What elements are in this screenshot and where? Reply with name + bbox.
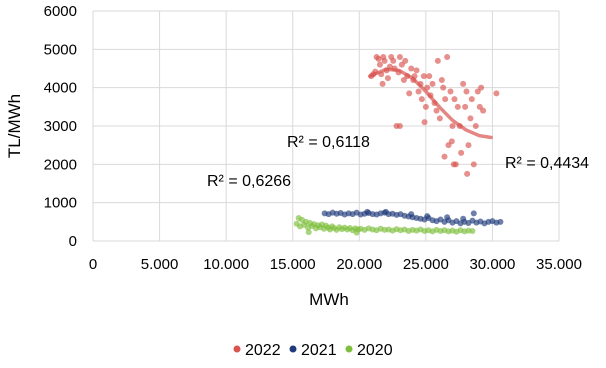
point-2022 xyxy=(376,61,383,68)
x-tick-label: 5.000 xyxy=(141,256,179,273)
point-2022 xyxy=(420,73,427,80)
y-tick-label: 6000 xyxy=(44,3,77,20)
point-2022 xyxy=(470,161,477,168)
point-2022 xyxy=(384,75,391,82)
point-2021 xyxy=(470,210,477,217)
r2-label-2022: R² = 0,4434 xyxy=(505,155,589,172)
point-2022 xyxy=(390,57,397,64)
point-2022 xyxy=(472,123,479,129)
data-points xyxy=(293,54,504,236)
x-axis-ticks: 0 5.000 10.000 15.000 20.000 25.000 30.000 35.0… xyxy=(89,256,582,273)
point-2022 xyxy=(434,57,441,64)
point-2022 xyxy=(463,88,470,95)
point-2021 xyxy=(382,208,389,215)
point-2022 xyxy=(458,149,465,156)
point-2022 xyxy=(396,54,403,60)
point-2022 xyxy=(451,96,458,103)
point-2022 xyxy=(444,54,451,60)
y-tick-label: 2000 xyxy=(44,156,77,173)
y-axis-ticks: 0 1000 2000 3000 4000 5000 6000 xyxy=(44,3,77,250)
x-tick-label: 25.000 xyxy=(403,256,449,273)
point-2022 xyxy=(460,80,467,87)
point-2020 xyxy=(469,228,476,235)
point-2022 xyxy=(454,103,461,110)
point-2022 xyxy=(418,96,425,103)
point-2022 xyxy=(440,84,447,91)
point-2022 xyxy=(402,57,409,64)
point-2022 xyxy=(467,115,474,122)
point-2022 xyxy=(448,138,455,145)
point-2022 xyxy=(381,57,388,64)
point-2022 xyxy=(465,142,472,149)
legend-marker-2022 xyxy=(233,345,241,353)
point-2022 xyxy=(442,96,449,103)
legend-marker-2021 xyxy=(289,345,297,353)
y-tick-label: 3000 xyxy=(44,118,77,135)
point-2022 xyxy=(406,90,413,97)
point-2022 xyxy=(478,84,485,91)
y-tick-label: 4000 xyxy=(44,80,77,97)
point-2022 xyxy=(438,77,445,83)
point-2020 xyxy=(305,229,312,236)
x-tick-label: 30.000 xyxy=(469,256,515,273)
point-2021 xyxy=(424,213,431,220)
point-2020 xyxy=(353,229,360,236)
point-2021 xyxy=(460,215,467,222)
point-2022 xyxy=(429,80,436,87)
legend-label-2020: 2020 xyxy=(357,342,393,359)
point-2022 xyxy=(421,119,428,126)
point-2022 xyxy=(436,115,443,122)
point-2022 xyxy=(396,123,403,129)
x-tick-label: 15.000 xyxy=(270,256,316,273)
point-2022 xyxy=(375,55,382,62)
point-2022 xyxy=(464,170,471,177)
legend-label-2022: 2022 xyxy=(245,342,281,359)
point-2022 xyxy=(415,88,422,95)
point-2022 xyxy=(450,161,457,168)
point-2022 xyxy=(493,90,500,97)
point-2021 xyxy=(408,211,415,218)
y-tick-label: 5000 xyxy=(44,41,77,58)
point-2022 xyxy=(408,65,415,72)
point-2022 xyxy=(480,107,487,114)
point-2022 xyxy=(413,67,420,74)
r2-label-2020: R² = 0,6266 xyxy=(207,173,291,190)
point-2022 xyxy=(422,103,429,110)
x-tick-label: 20.000 xyxy=(336,256,382,273)
y-tick-label: 0 xyxy=(69,233,77,250)
r2-label-2021: R² = 0,6118 xyxy=(287,134,370,151)
trendlines xyxy=(368,67,493,140)
legend: 2022 2021 2020 xyxy=(233,342,393,359)
point-2022 xyxy=(449,123,456,129)
gridlines xyxy=(92,10,560,242)
y-tick-label: 1000 xyxy=(44,195,77,212)
point-2021 xyxy=(444,214,451,221)
point-2021 xyxy=(497,218,504,225)
trendline-2022 xyxy=(368,67,493,140)
x-tick-label: 10.000 xyxy=(203,256,249,273)
legend-marker-2020 xyxy=(345,345,353,353)
point-2022 xyxy=(433,107,440,114)
point-2022 xyxy=(379,80,386,87)
y-axis-label: TL/MWh xyxy=(5,94,24,158)
point-2022 xyxy=(468,96,475,103)
point-2021 xyxy=(364,208,371,215)
point-2022 xyxy=(447,88,454,95)
x-tick-label: 0 xyxy=(89,256,97,273)
point-2022 xyxy=(462,103,469,110)
point-2022 xyxy=(426,73,433,80)
point-2022 xyxy=(441,153,448,160)
x-tick-label: 35.000 xyxy=(536,256,582,273)
x-axis-label: MWh xyxy=(309,290,349,309)
legend-label-2021: 2021 xyxy=(301,342,337,359)
